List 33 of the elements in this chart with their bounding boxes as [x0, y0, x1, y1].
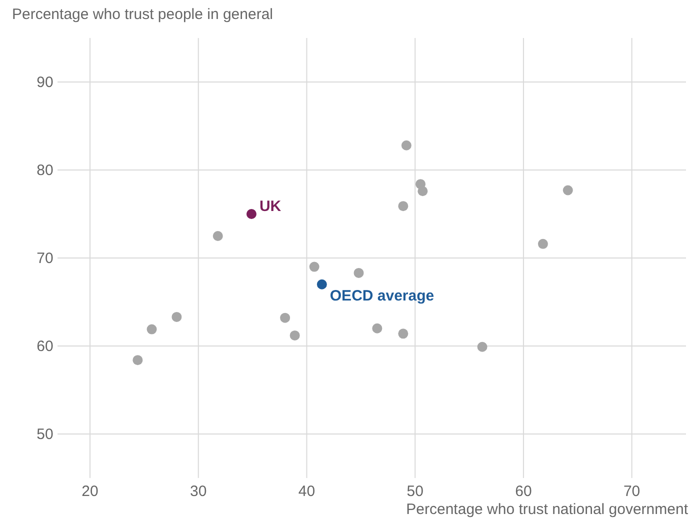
point	[398, 201, 408, 212]
y-tick-label: 50	[36, 426, 54, 443]
point	[401, 140, 412, 150]
point	[309, 262, 320, 272]
y-tick-label: 80	[36, 162, 54, 179]
point	[316, 279, 327, 290]
x-tick-label: 70	[623, 483, 640, 500]
x-tick-label: 50	[406, 483, 424, 500]
y-tick-label: 60	[36, 338, 54, 355]
y-tick-label: 90	[36, 74, 54, 91]
point	[172, 312, 182, 322]
point	[290, 330, 300, 340]
y-tick-label: 70	[36, 250, 54, 267]
x-tick-label: 40	[298, 483, 316, 500]
point	[562, 185, 573, 196]
point	[246, 209, 256, 219]
point	[418, 186, 428, 196]
point	[146, 324, 157, 334]
series-label: UK	[259, 198, 282, 215]
point	[538, 238, 548, 249]
series-label: OECD average	[330, 287, 434, 304]
point	[212, 231, 223, 241]
point	[398, 328, 408, 339]
x-tick-label: 60	[515, 483, 532, 500]
y-axis-title: Percentage who trust people in general	[12, 6, 274, 23]
point	[354, 268, 364, 278]
x-tick-label: 20	[82, 483, 98, 500]
point	[132, 355, 143, 366]
x-tick-label: 30	[190, 483, 207, 500]
x-axis-title: Percentage who trust national government	[406, 501, 689, 518]
point	[477, 342, 488, 352]
point	[280, 312, 290, 323]
point	[372, 323, 382, 334]
